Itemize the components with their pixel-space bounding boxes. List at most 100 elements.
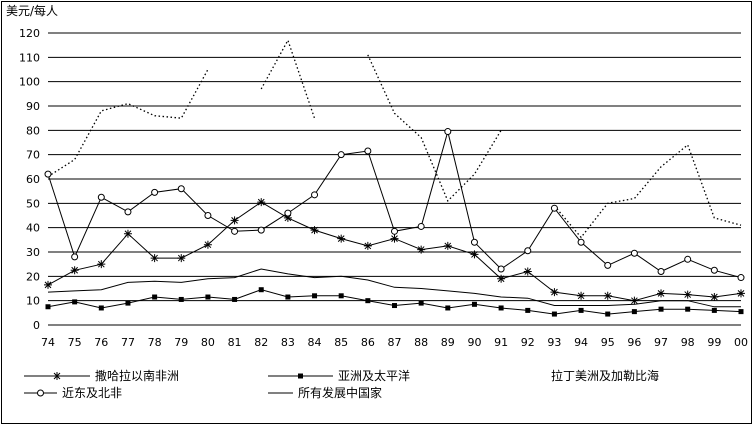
data-point bbox=[658, 306, 664, 312]
y-tick-label: 0 bbox=[33, 319, 40, 332]
data-point bbox=[470, 250, 479, 259]
data-point bbox=[392, 303, 397, 309]
series-line bbox=[47, 38, 742, 239]
series-lines bbox=[44, 38, 745, 317]
data-point bbox=[605, 311, 611, 317]
x-tick-label: 78 bbox=[148, 336, 162, 349]
data-point bbox=[152, 294, 158, 300]
data-point bbox=[311, 191, 319, 199]
data-point bbox=[710, 293, 719, 302]
data-point bbox=[390, 234, 399, 243]
x-tick-label: 81 bbox=[228, 336, 242, 349]
y-tick-label: 120 bbox=[19, 27, 40, 40]
x-tick-label: 95 bbox=[601, 336, 615, 349]
y-tick-label: 40 bbox=[26, 222, 40, 235]
data-point bbox=[498, 305, 504, 311]
data-point bbox=[124, 208, 132, 216]
data-point bbox=[177, 185, 185, 193]
data-point bbox=[445, 305, 451, 311]
data-point bbox=[150, 254, 159, 263]
series-1 bbox=[45, 287, 744, 317]
x-tick-label: 97 bbox=[654, 336, 668, 349]
x-tick-label: 83 bbox=[281, 336, 295, 349]
series-line bbox=[47, 268, 741, 308]
data-point bbox=[97, 260, 106, 269]
data-point bbox=[711, 307, 717, 313]
data-point bbox=[443, 241, 452, 250]
data-point bbox=[232, 296, 238, 302]
x-tick-label: 93 bbox=[547, 336, 561, 349]
series-3 bbox=[44, 128, 745, 282]
data-point bbox=[203, 240, 212, 249]
data-point bbox=[523, 267, 532, 276]
data-point bbox=[205, 294, 211, 300]
data-point bbox=[363, 241, 372, 250]
data-point bbox=[44, 280, 52, 289]
x-tick-label: 76 bbox=[94, 336, 108, 349]
data-point bbox=[257, 226, 265, 234]
data-point bbox=[204, 212, 212, 219]
data-point bbox=[470, 238, 478, 246]
data-point bbox=[657, 289, 666, 298]
x-tick-label: 89 bbox=[441, 336, 455, 349]
data-point bbox=[177, 254, 186, 263]
y-tick-label: 80 bbox=[26, 124, 40, 137]
data-point bbox=[737, 274, 745, 282]
data-point bbox=[471, 301, 477, 307]
x-tick-label: 88 bbox=[414, 336, 428, 349]
x-tick-label: 92 bbox=[521, 336, 535, 349]
x-tick-label: 90 bbox=[467, 336, 481, 349]
legend-item: 拉丁美洲及加勒比海 bbox=[551, 368, 659, 383]
data-point bbox=[230, 216, 239, 225]
data-point bbox=[298, 373, 303, 379]
y-tick-label: 60 bbox=[26, 173, 40, 186]
data-point bbox=[178, 296, 184, 302]
series-4 bbox=[47, 268, 741, 308]
data-point bbox=[257, 198, 266, 207]
data-point bbox=[525, 307, 531, 313]
x-tick-labels: 74 75 76 77 78 79 80 81 82 83 84 85 86 87 88 89 90 91 92 93… bbox=[41, 336, 748, 349]
legend-item: 所有发展中国家 bbox=[268, 385, 382, 400]
data-point bbox=[231, 227, 239, 235]
data-point bbox=[70, 266, 79, 275]
data-point bbox=[417, 222, 425, 230]
data-point bbox=[684, 255, 692, 263]
data-point bbox=[337, 234, 346, 243]
x-tick-label: 86 bbox=[361, 336, 375, 349]
data-point bbox=[44, 170, 52, 178]
data-point bbox=[37, 389, 44, 397]
x-tick-label: 91 bbox=[494, 336, 508, 349]
data-point bbox=[258, 287, 264, 293]
x-tick-label: 00 bbox=[734, 336, 748, 349]
data-point bbox=[338, 293, 344, 299]
data-point bbox=[551, 311, 557, 317]
data-point bbox=[630, 249, 638, 257]
data-point bbox=[630, 296, 639, 305]
data-point bbox=[365, 298, 371, 304]
data-point bbox=[737, 289, 745, 298]
data-point bbox=[738, 309, 744, 315]
x-tick-label: 94 bbox=[574, 336, 588, 349]
data-point bbox=[683, 290, 692, 299]
legend-item: 近东及北非 bbox=[24, 386, 122, 400]
data-point bbox=[364, 147, 372, 155]
legend-label: 拉丁美洲及加勒比海 bbox=[551, 368, 659, 383]
y-tick-label: 90 bbox=[26, 100, 40, 113]
data-point bbox=[45, 304, 51, 310]
x-tick-label: 75 bbox=[68, 336, 82, 349]
x-tick-label: 77 bbox=[121, 336, 135, 349]
data-point bbox=[497, 274, 506, 283]
data-point bbox=[97, 193, 105, 201]
data-point bbox=[285, 294, 291, 300]
data-point bbox=[283, 213, 292, 222]
series-0 bbox=[44, 198, 745, 305]
legend-label: 撒哈拉以南非洲 bbox=[95, 368, 179, 383]
legend-item: 撒哈拉以南非洲 bbox=[24, 368, 179, 383]
legend-label: 所有发展中国家 bbox=[298, 385, 382, 400]
data-point bbox=[53, 372, 61, 380]
data-point bbox=[524, 247, 532, 255]
data-point bbox=[312, 293, 318, 299]
x-tick-label: 74 bbox=[41, 336, 55, 349]
